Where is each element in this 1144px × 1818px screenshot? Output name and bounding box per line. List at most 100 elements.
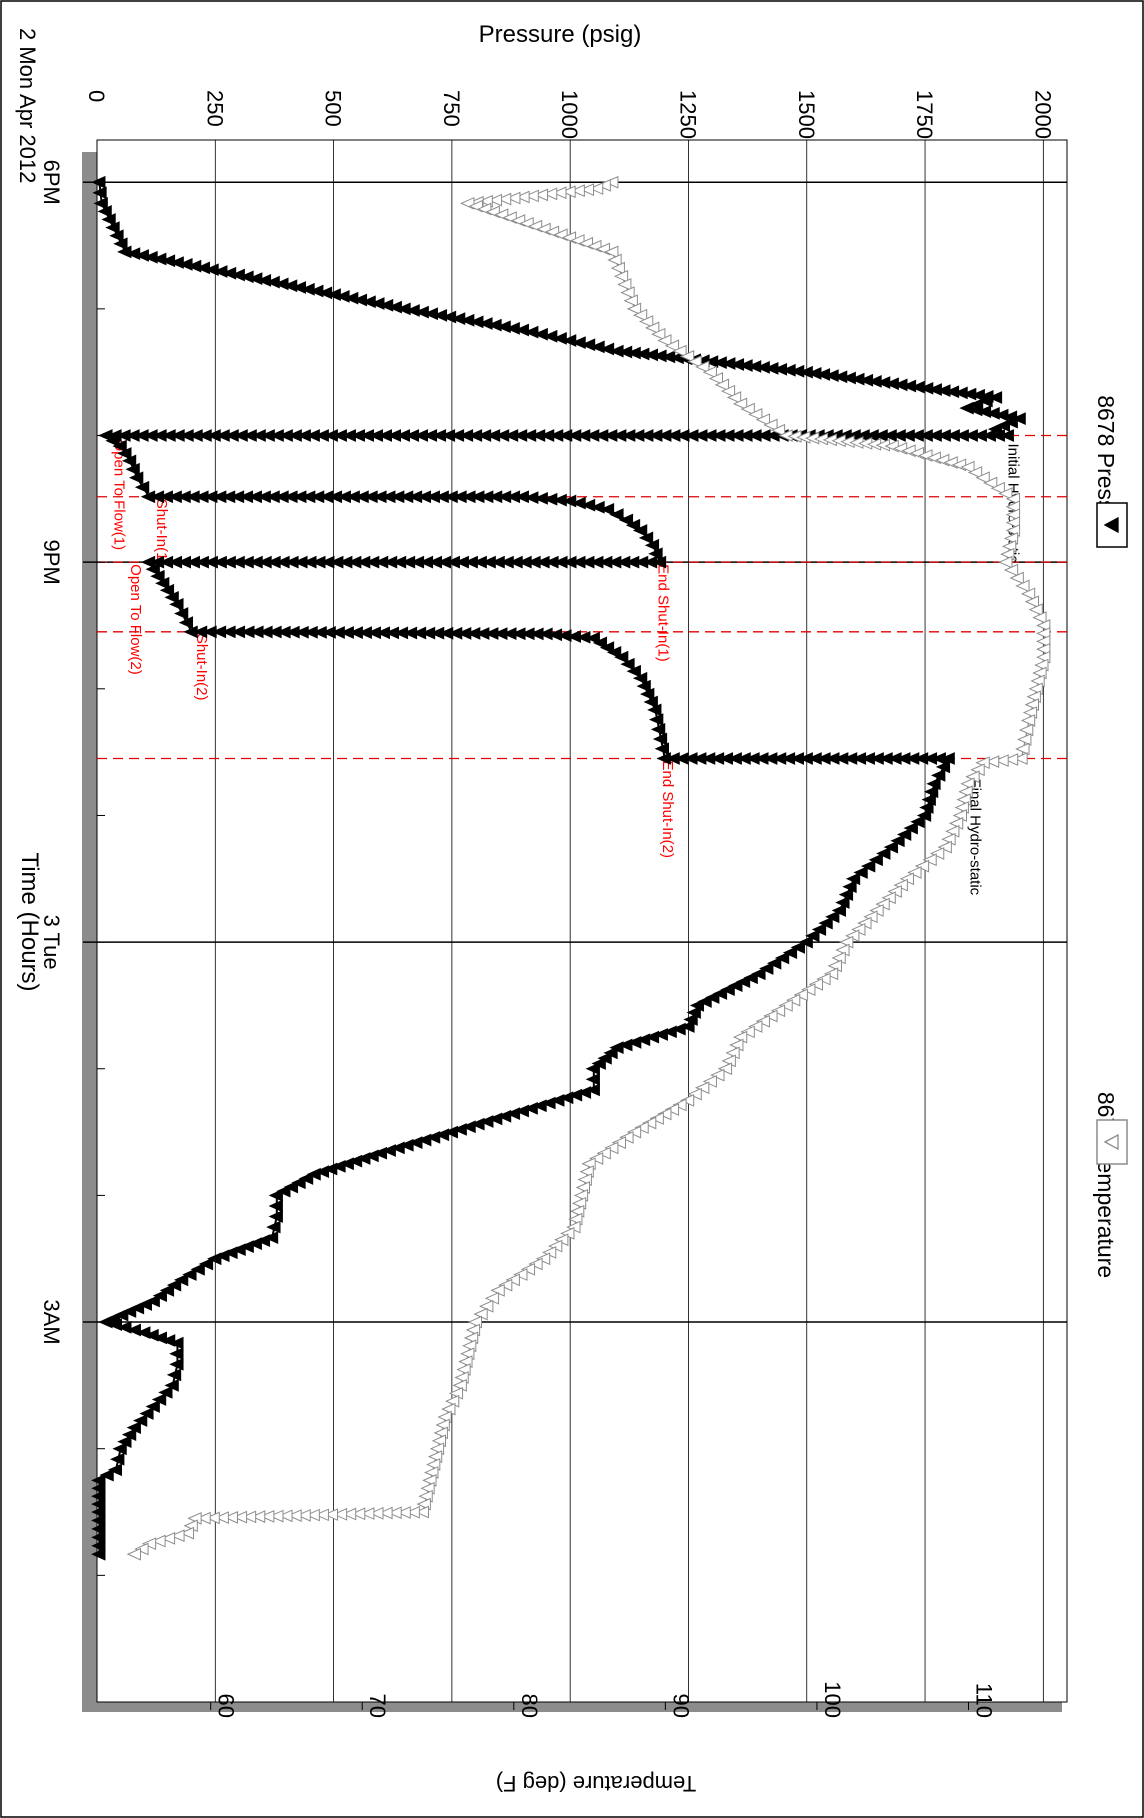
pressure-point [91,1481,106,1495]
temperature-point [778,999,793,1012]
pressure-point [603,429,618,442]
pressure-point [927,429,942,442]
pressure-point [134,429,149,442]
pressure-point [1011,412,1026,425]
pressure-point [499,555,514,569]
pressure-point [93,196,108,210]
temperature-point [620,286,635,299]
pressure-point [647,703,662,717]
pressure-point [233,429,248,442]
pressure-point [284,555,299,569]
pressure-point [585,631,600,645]
temperature-point [702,365,717,379]
temperature-point [126,1547,141,1561]
pressure-tick-label: 500 [321,90,346,127]
pressure-tick-label: 0 [84,90,109,102]
pressure-point [618,1038,633,1052]
pressure-point [566,429,582,442]
temperature-point [570,184,585,198]
temperature-tick-label: 110 [971,1683,996,1718]
pressure-point [458,429,474,442]
pressure-point [463,555,478,569]
pressure-point [640,687,655,701]
temperature-point [710,1068,725,1082]
pressure-point [331,1160,346,1173]
pressure-point [347,555,362,569]
pressure-point [505,1107,521,1120]
pressure-point [512,429,528,442]
pressure-point [105,434,120,448]
temperature-point [588,1152,604,1165]
pressure-point [173,1273,189,1287]
temperature-point [223,1510,238,1524]
temperature-point [679,1094,695,1107]
pressure-point [314,1165,330,1179]
temperature-point [1015,742,1030,756]
temperature-point [1005,508,1021,522]
pressure-point [585,1072,600,1086]
temperature-point [714,378,730,392]
pressure-point [653,1028,668,1041]
date-label: 2 Mon Apr 2012 [15,28,40,183]
pressure-point [476,429,492,442]
temperature-point [1032,611,1047,624]
pressure-point [263,1231,279,1244]
pressure-point [514,1104,529,1118]
pressure-point [169,1336,184,1350]
temperature-point [651,327,666,341]
temperature-point [524,189,539,203]
pressure-point [756,429,771,442]
pressure-point [91,1473,106,1487]
time-tick-label: 9PM [39,540,64,585]
pressure-point [112,1442,127,1456]
pressure-point [630,429,645,442]
pressure-point [571,336,586,350]
pressure-point [311,555,326,569]
pressure-point [390,1141,405,1155]
pressure-point [654,742,670,756]
pressure-point [239,1240,254,1254]
pressure-point [125,429,140,442]
pressure-point [571,555,586,569]
pressure-point [408,1136,423,1150]
temperature-point [1015,579,1030,593]
temperature-point [702,1075,717,1088]
pressure-point [266,1220,281,1234]
pressure-point [164,590,179,604]
temperature-point [160,1532,176,1545]
event-label: End Shut-In(1) [654,564,671,662]
pressure-point [152,1289,167,1303]
pressure-point [275,555,290,569]
temperature-point [241,1510,257,1524]
pressure-point [224,429,239,442]
temperature-point [732,397,748,411]
pressure-point [356,1152,371,1165]
pressure-point [751,967,766,981]
pressure-series [91,175,1026,1561]
temperature-tick-label: 80 [517,1694,542,1718]
temperature-point [610,261,625,275]
pressure-point [891,429,906,442]
temperature-point [314,1508,329,1522]
pressure-point [632,671,648,685]
pressure-point [626,664,641,678]
pressure-point [599,641,615,655]
pressure-point [539,429,555,442]
pressure-point [445,555,460,569]
pressure-point [329,555,344,569]
pressure-point [98,429,113,442]
temperature-point [588,182,604,195]
pressure-point [868,853,883,867]
pressure-point [128,471,144,485]
pressure-point [711,429,726,442]
temperature-point [1003,563,1019,577]
pressure-point [121,1305,137,1318]
pressure-point [338,555,353,569]
pressure-point [774,951,790,965]
pressure-point [231,1243,246,1257]
pressure-point [743,971,758,985]
pressure-point [590,500,605,514]
pressure-point [635,1033,651,1047]
pressure-point [467,429,483,442]
temperature-point [960,460,975,474]
